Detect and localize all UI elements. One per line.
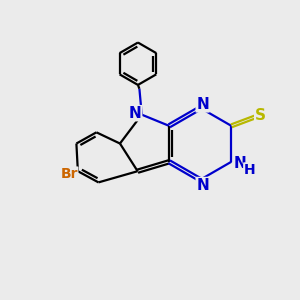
Text: H: H bbox=[244, 163, 255, 177]
Text: N: N bbox=[196, 97, 209, 112]
Text: N: N bbox=[196, 178, 209, 193]
Text: Br: Br bbox=[60, 167, 78, 181]
Text: N: N bbox=[234, 156, 247, 171]
Text: S: S bbox=[255, 108, 266, 123]
Text: N: N bbox=[129, 106, 142, 121]
